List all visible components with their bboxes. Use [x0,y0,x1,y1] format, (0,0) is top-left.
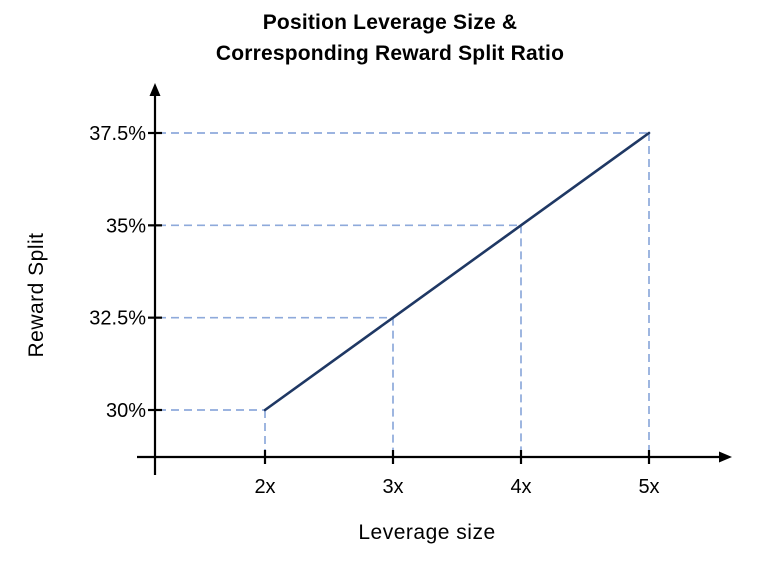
y-tick-label: 30% [106,400,146,422]
y-tick-label: 35% [106,215,146,237]
y-tick-label: 32.5% [89,308,146,330]
x-axis-title: Leverage size [358,521,496,544]
x-tick-label: 4x [510,476,531,498]
chart-title-line-2: Corresponding Reward Split Ratio [215,42,565,65]
y-tick-label: 37.5% [89,123,146,145]
x-tick-label: 5x [638,476,659,498]
y-axis-arrowhead [149,83,161,96]
chart-title-line-1: Position Leverage Size & [262,11,518,34]
x-axis-arrowhead [719,451,732,463]
chart-title: Position Leverage Size & Corresponding R… [12,7,768,69]
x-tick-label: 3x [382,476,403,498]
data-line [263,131,651,412]
x-tick-label: 2x [254,476,275,498]
